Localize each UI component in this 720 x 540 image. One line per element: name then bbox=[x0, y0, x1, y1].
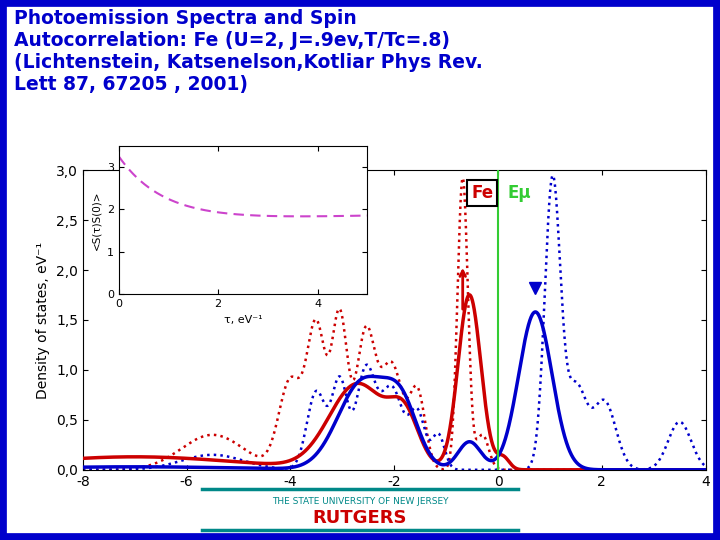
Text: RUTGERS: RUTGERS bbox=[312, 509, 408, 528]
Text: Photoemission Spectra and Spin
Autocorrelation: Fe (U=2, J=.9ev,T/Tc=.8)
(Lichte: Photoemission Spectra and Spin Autocorre… bbox=[14, 9, 483, 93]
Text: Eμ: Eμ bbox=[508, 184, 531, 202]
X-axis label: τ, eV⁻¹: τ, eV⁻¹ bbox=[224, 315, 262, 325]
Text: Fe: Fe bbox=[471, 184, 493, 202]
Text: THE STATE UNIVERSITY OF NEW JERSEY: THE STATE UNIVERSITY OF NEW JERSEY bbox=[271, 497, 449, 505]
Y-axis label: Density of states, eV⁻¹: Density of states, eV⁻¹ bbox=[37, 241, 50, 399]
Y-axis label: <S(τ)S(0)>: <S(τ)S(0)> bbox=[91, 190, 102, 250]
